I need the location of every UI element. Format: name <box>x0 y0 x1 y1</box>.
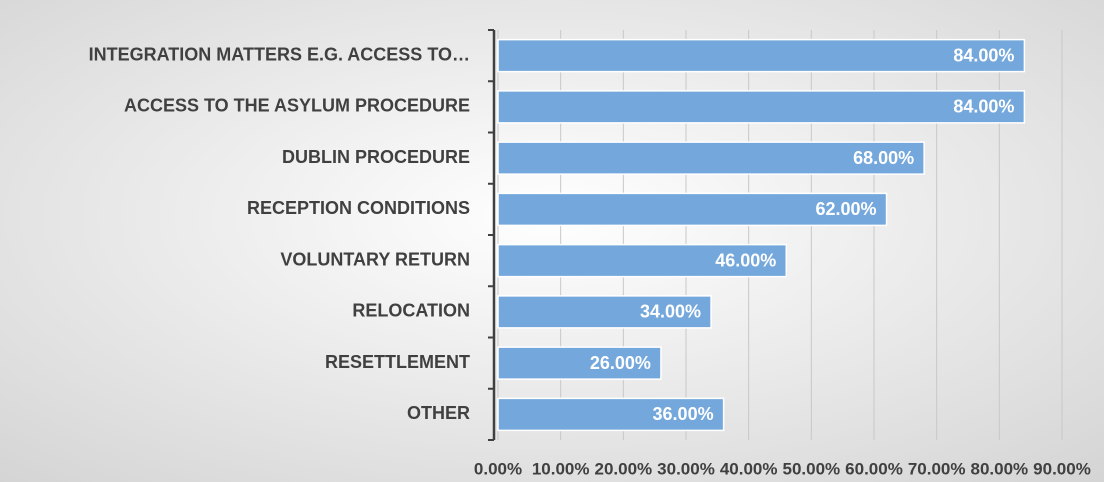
x-tick-label: 40.00% <box>720 459 778 478</box>
y-tick-label: RESETTLEMENT <box>325 352 470 372</box>
x-tick-label: 30.00% <box>657 459 715 478</box>
x-tick-label: 60.00% <box>845 459 903 478</box>
x-tick-label: 20.00% <box>594 459 652 478</box>
data-label: 84.00% <box>953 45 1014 65</box>
bar <box>497 192 888 227</box>
bar <box>497 141 925 175</box>
data-label: 84.00% <box>953 97 1014 117</box>
bar <box>497 346 662 380</box>
y-tick-label: RECEPTION CONDITIONS <box>247 198 470 218</box>
y-tick-label: RELOCATION <box>352 301 470 321</box>
bar <box>497 90 1026 124</box>
y-tick-label: ACCESS TO THE ASYLUM PROCEDURE <box>124 96 470 116</box>
bar <box>497 243 788 278</box>
y-tick-label: DUBLIN PROCEDURE <box>282 147 470 167</box>
x-tick-label: 50.00% <box>782 459 840 478</box>
y-tick-label: INTEGRATION MATTERS E.G. ACCESS TO… <box>89 44 470 64</box>
x-tick-label: 80.00% <box>970 459 1028 478</box>
data-label: 46.00% <box>715 250 776 270</box>
data-label: 34.00% <box>640 302 701 322</box>
data-label: 36.00% <box>653 404 714 424</box>
x-tick-label: 10.00% <box>532 459 590 478</box>
data-label: 26.00% <box>590 353 651 373</box>
bar <box>497 397 725 432</box>
x-tick-label: 0.00% <box>474 459 522 478</box>
y-tick-label: VOLUNTARY RETURN <box>280 249 470 269</box>
x-tick-label: 70.00% <box>908 459 966 478</box>
x-tick-label: 90.00% <box>1033 459 1091 478</box>
bar <box>497 295 712 329</box>
data-label: 62.00% <box>815 199 876 219</box>
bar <box>497 38 1026 73</box>
data-label: 68.00% <box>853 148 914 168</box>
y-tick-label: OTHER <box>407 403 470 423</box>
